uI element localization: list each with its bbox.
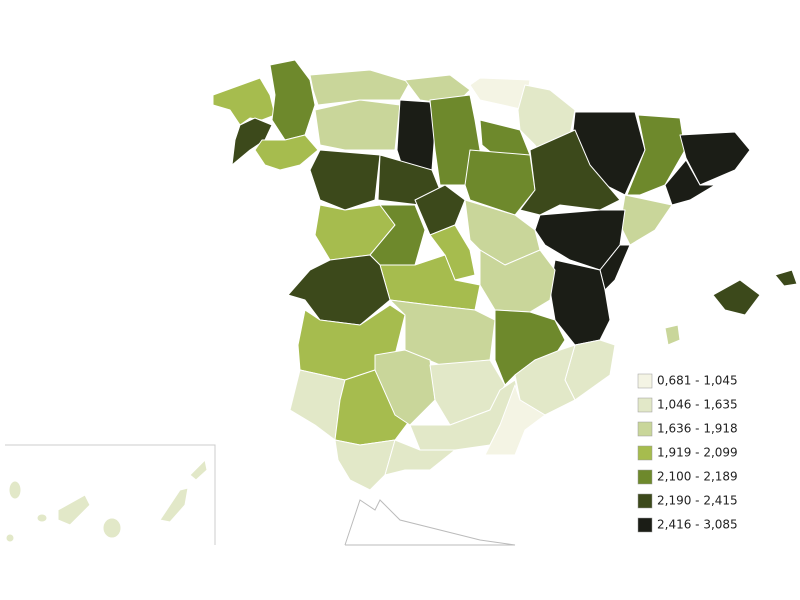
- island: [102, 517, 122, 539]
- province: [626, 114, 686, 196]
- island: [57, 494, 91, 526]
- province: [479, 249, 556, 313]
- province: [484, 384, 546, 456]
- legend-label: 2,100 - 2,189: [657, 470, 738, 484]
- legend-swatch: [637, 517, 653, 533]
- island: [189, 459, 208, 481]
- province: [231, 117, 273, 166]
- inset-frame: [344, 499, 516, 546]
- island: [712, 279, 761, 316]
- island: [664, 324, 681, 346]
- province: [287, 254, 391, 326]
- provinces: [5, 59, 798, 543]
- legend-label: 1,636 - 1,918: [657, 422, 738, 436]
- province: [679, 131, 751, 186]
- province: [212, 77, 276, 126]
- legend: 0,681 - 1,045 1,046 - 1,635 1,636 - 1,918 1…: [637, 373, 738, 533]
- province: [309, 149, 381, 211]
- legend-label: 2,190 - 2,415: [657, 494, 738, 508]
- province: [309, 69, 411, 106]
- legend-swatch: [637, 445, 653, 461]
- legend-swatch: [637, 493, 653, 509]
- legend-swatch: [637, 469, 653, 485]
- province: [314, 99, 401, 151]
- legend-label: 0,681 - 1,045: [657, 374, 738, 388]
- legend-label: 1,919 - 2,099: [657, 446, 738, 460]
- inset-frame: [5, 444, 216, 545]
- island: [36, 513, 48, 523]
- province: [384, 439, 456, 476]
- legend-swatch: [637, 373, 653, 389]
- island: [8, 480, 22, 500]
- island: [159, 487, 189, 523]
- province: [254, 134, 319, 171]
- province: [619, 194, 673, 246]
- province: [414, 184, 466, 236]
- legend-swatch: [637, 397, 653, 413]
- province: [374, 349, 436, 426]
- province: [269, 59, 316, 141]
- island: [5, 533, 15, 543]
- legend-label: 1,046 - 1,635: [657, 398, 738, 412]
- legend-swatch: [637, 421, 653, 437]
- island: [774, 269, 798, 287]
- legend-label: 2,416 - 3,085: [657, 518, 738, 532]
- province: [519, 129, 621, 216]
- province: [334, 439, 396, 491]
